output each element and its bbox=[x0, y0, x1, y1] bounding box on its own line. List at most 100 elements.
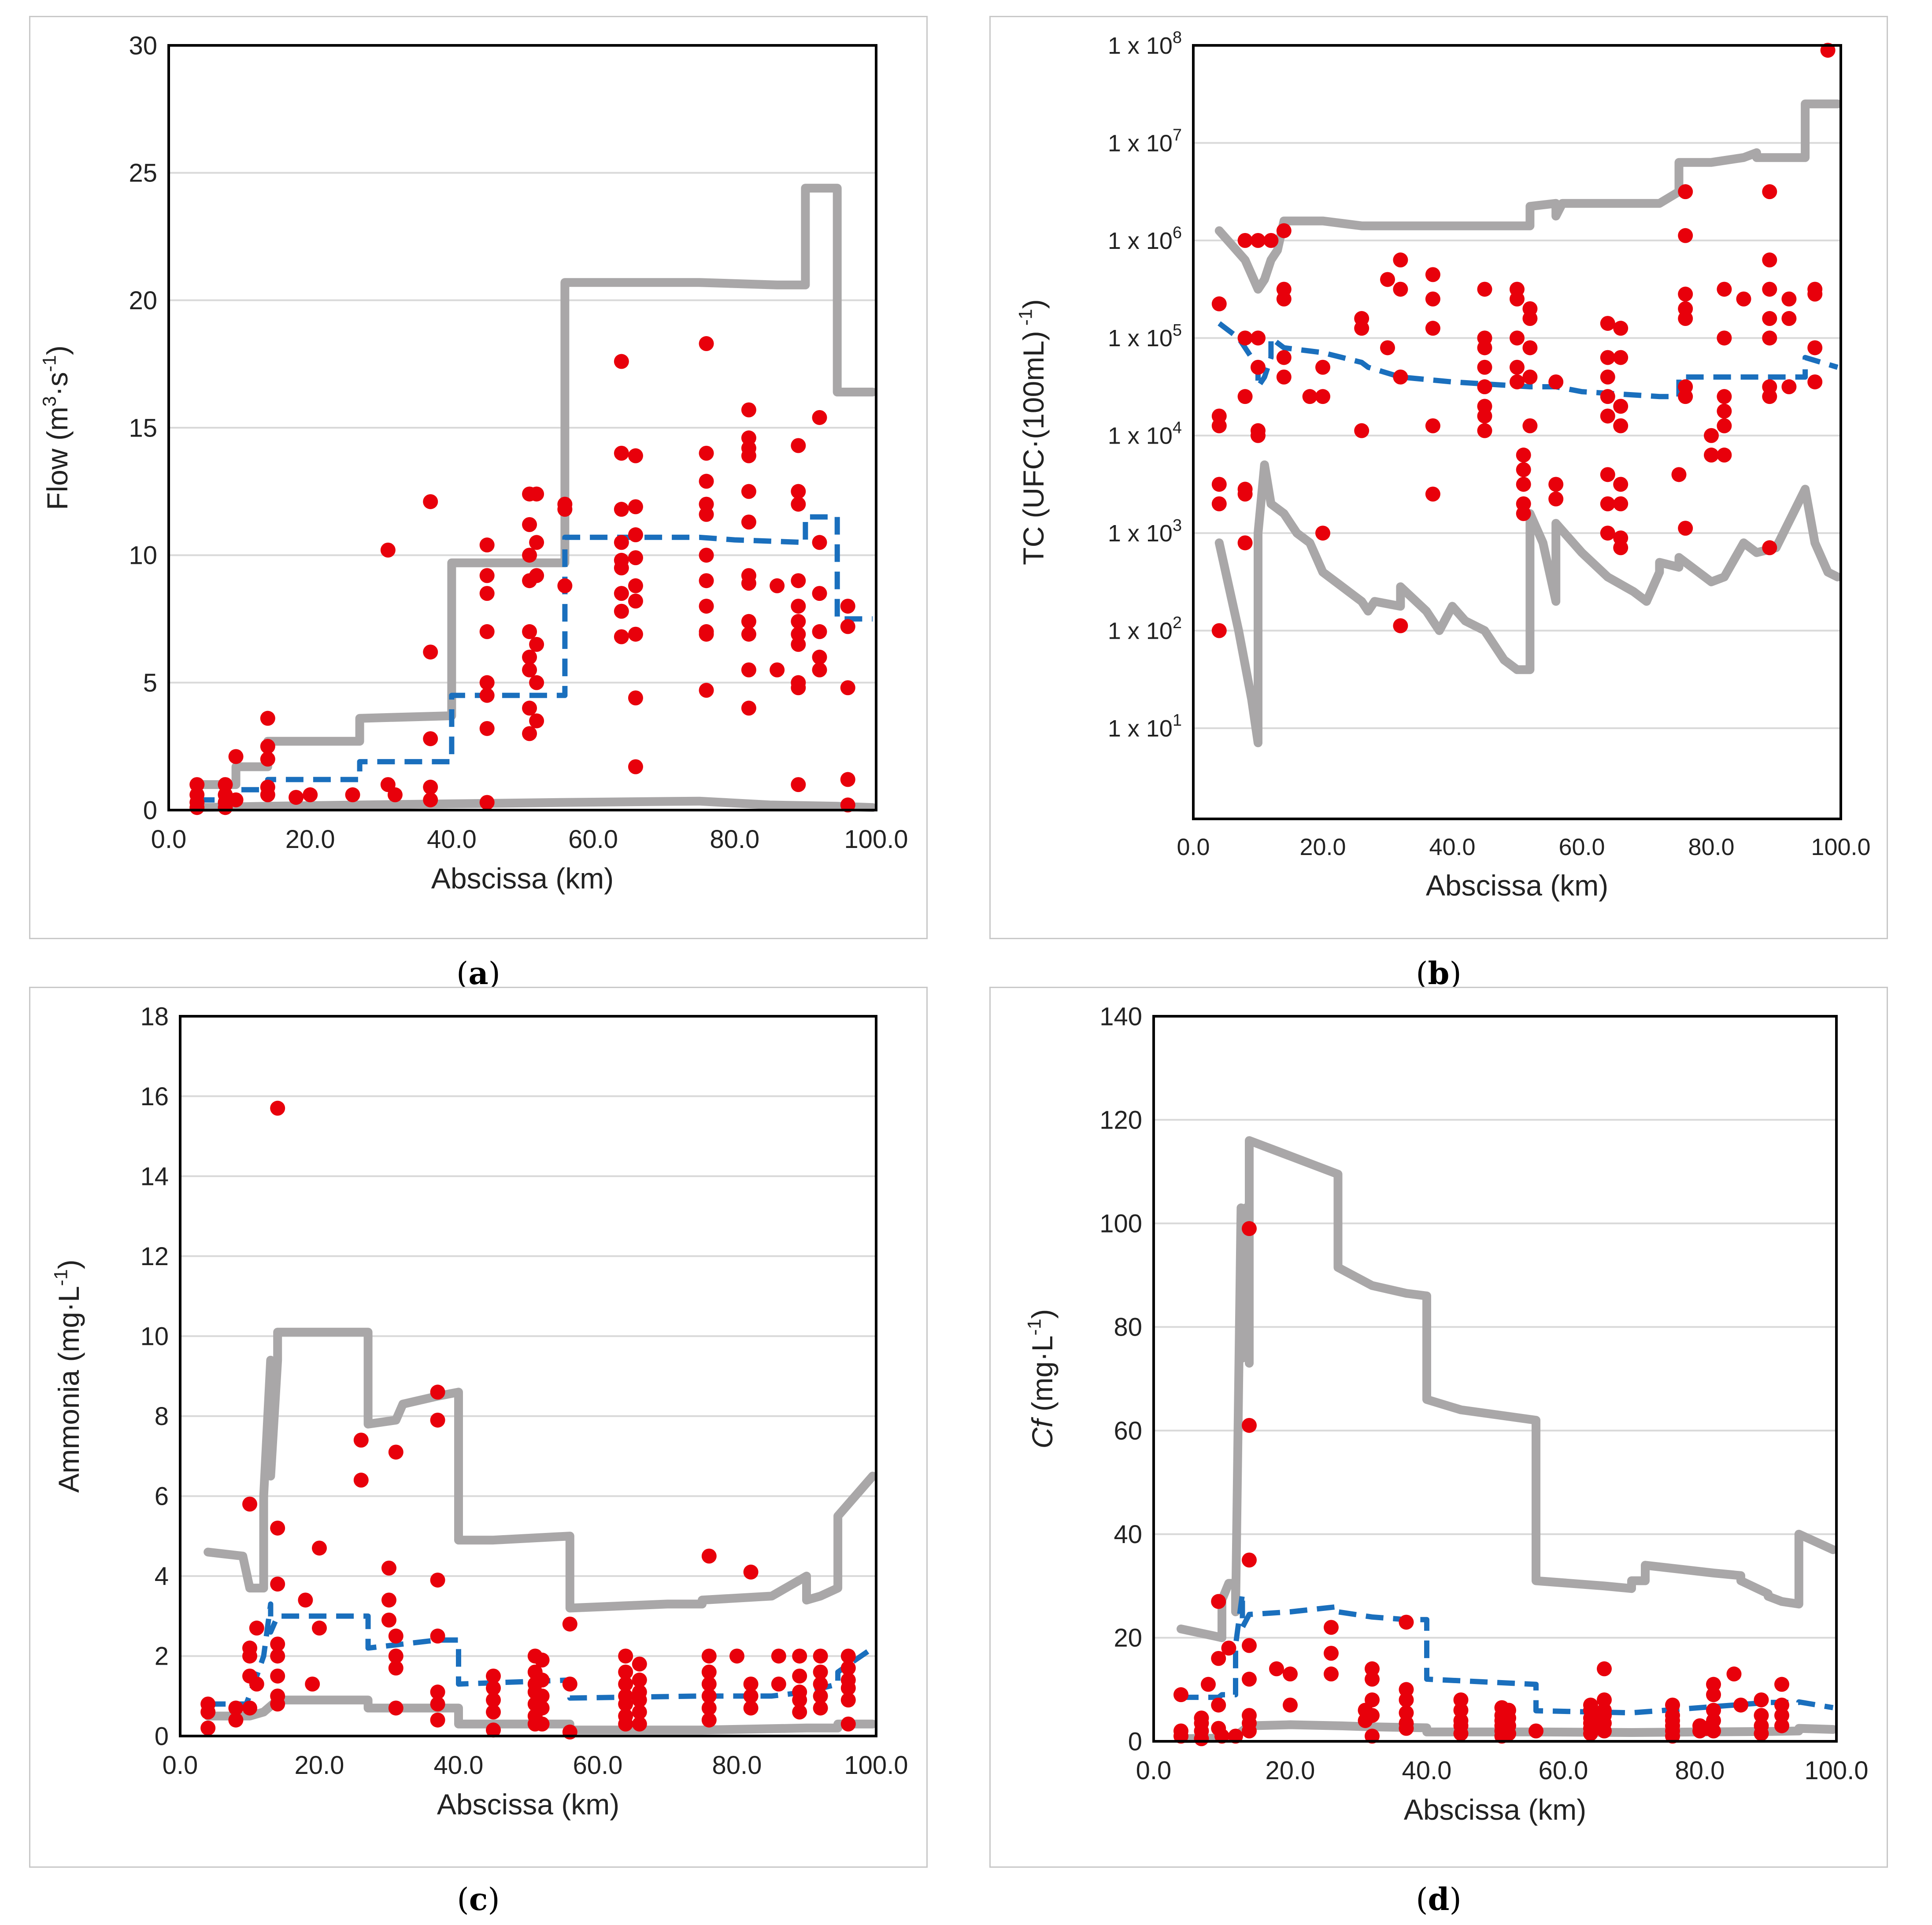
observed-point bbox=[1211, 1594, 1226, 1609]
observed-point bbox=[699, 683, 714, 698]
panel-a: 0 5 10 15 20 25 30 0.0 20.0 40.0 60.0 80.0 100.0 Absc… bbox=[29, 16, 928, 939]
observed-point bbox=[840, 797, 855, 813]
observed-point bbox=[791, 637, 806, 652]
observed-point bbox=[423, 731, 438, 746]
observed-point bbox=[260, 711, 275, 726]
observed-point bbox=[741, 402, 756, 418]
observed-point bbox=[743, 1564, 759, 1580]
observed-point bbox=[1706, 1687, 1721, 1703]
envelope-line bbox=[1177, 1136, 1838, 1642]
observed-point bbox=[632, 1692, 647, 1708]
observed-point bbox=[618, 1716, 633, 1732]
observed-point bbox=[741, 662, 756, 677]
observed-point bbox=[423, 494, 438, 509]
observed-point bbox=[812, 649, 827, 665]
x-tick-label: 60.0 bbox=[1558, 834, 1605, 860]
observed-point bbox=[1754, 1726, 1769, 1741]
observed-point bbox=[1717, 418, 1732, 433]
y-tick-label: 60 bbox=[1114, 1417, 1142, 1445]
chart-d: 0 20 40 60 80 100 120 140 0.0 20.0 40.0 60.0 80.0 100… bbox=[1024, 1002, 1869, 1826]
observed-point bbox=[771, 1676, 786, 1692]
y-tick-label: 0 bbox=[155, 1722, 169, 1751]
observed-point bbox=[741, 700, 756, 716]
observed-point bbox=[353, 1433, 369, 1448]
observed-point bbox=[812, 535, 827, 550]
y-tick-label: 15 bbox=[129, 414, 157, 442]
observed-point bbox=[534, 1652, 550, 1668]
observed-point bbox=[529, 535, 544, 550]
x-tick-label: 80.0 bbox=[1688, 834, 1734, 860]
observed-point bbox=[1211, 296, 1227, 311]
observed-point bbox=[1774, 1708, 1789, 1723]
observed-point bbox=[298, 1592, 313, 1608]
observed-point bbox=[479, 688, 495, 703]
observed-point bbox=[812, 624, 827, 639]
observed-point bbox=[1393, 618, 1408, 633]
x-tick-label: 20.0 bbox=[1266, 1756, 1315, 1785]
observed-point bbox=[1671, 467, 1687, 482]
chart-c: 0 2 4 6 8 10 12 14 16 18 0.0 20.0 40.0 60.0 80.0 100.0 A… bbox=[51, 1002, 908, 1821]
observed-point bbox=[522, 548, 537, 563]
observed-point bbox=[1453, 1726, 1469, 1741]
observed-point bbox=[1678, 521, 1693, 536]
observed-point bbox=[1704, 448, 1719, 463]
x-tick-label: 0.0 bbox=[1177, 834, 1210, 860]
x-tick-label: 80.0 bbox=[1675, 1756, 1725, 1785]
observed-point bbox=[743, 1688, 759, 1704]
observed-point bbox=[1613, 350, 1629, 365]
observed-point bbox=[1600, 496, 1615, 511]
y-tick-label: 10 bbox=[140, 1322, 169, 1351]
observed-point bbox=[260, 787, 275, 803]
observed-point bbox=[270, 1100, 285, 1116]
observed-point bbox=[430, 1572, 445, 1588]
observed-point bbox=[701, 1700, 717, 1716]
observed-point bbox=[1522, 418, 1538, 433]
observed-point bbox=[771, 1648, 786, 1664]
x-tick-label: 100.0 bbox=[844, 825, 908, 854]
observed-point bbox=[242, 1648, 257, 1664]
observed-point bbox=[812, 662, 827, 677]
observed-point bbox=[812, 410, 827, 425]
observed-point bbox=[632, 1704, 647, 1720]
observed-point bbox=[1399, 1682, 1414, 1697]
observed-point bbox=[380, 542, 396, 558]
observed-point bbox=[628, 550, 643, 566]
observed-point bbox=[423, 644, 438, 660]
observed-point bbox=[312, 1540, 327, 1556]
mean-line bbox=[1218, 321, 1839, 400]
observed-point bbox=[1774, 1718, 1789, 1733]
observed-point bbox=[743, 1700, 759, 1716]
observed-point bbox=[792, 1668, 807, 1684]
observed-point bbox=[699, 573, 714, 589]
observed-point bbox=[840, 1716, 856, 1732]
caption-a: (a) bbox=[456, 955, 500, 992]
observed-point bbox=[632, 1716, 647, 1732]
observed-point bbox=[1242, 1671, 1257, 1687]
observed-point bbox=[1237, 330, 1253, 346]
x-tick-label: 20.0 bbox=[1299, 834, 1346, 860]
observed-point bbox=[628, 448, 643, 463]
observed-point bbox=[1194, 1731, 1209, 1747]
observed-point bbox=[1754, 1692, 1769, 1707]
observed-point bbox=[1597, 1661, 1612, 1677]
observed-point bbox=[1425, 486, 1440, 502]
observed-point bbox=[1365, 1661, 1380, 1677]
observed-point bbox=[729, 1648, 744, 1664]
observed-point bbox=[791, 614, 806, 629]
observed-point bbox=[741, 448, 756, 463]
observed-point bbox=[522, 624, 537, 639]
observed-point bbox=[813, 1676, 828, 1692]
observed-point bbox=[699, 336, 714, 352]
caption-c: (c) bbox=[457, 1881, 500, 1918]
observed-point bbox=[479, 624, 495, 639]
observed-point bbox=[1665, 1697, 1680, 1713]
observed-point bbox=[1211, 623, 1227, 638]
observed-point bbox=[289, 790, 304, 805]
y-tick-label: 4 bbox=[155, 1562, 169, 1591]
observed-point bbox=[1211, 477, 1227, 492]
observed-point bbox=[1678, 228, 1693, 243]
observed-point bbox=[430, 1712, 445, 1728]
observed-point bbox=[1704, 428, 1719, 443]
y-tick-label: 1 x 101 bbox=[1108, 711, 1182, 742]
observed-point bbox=[1173, 1687, 1188, 1703]
